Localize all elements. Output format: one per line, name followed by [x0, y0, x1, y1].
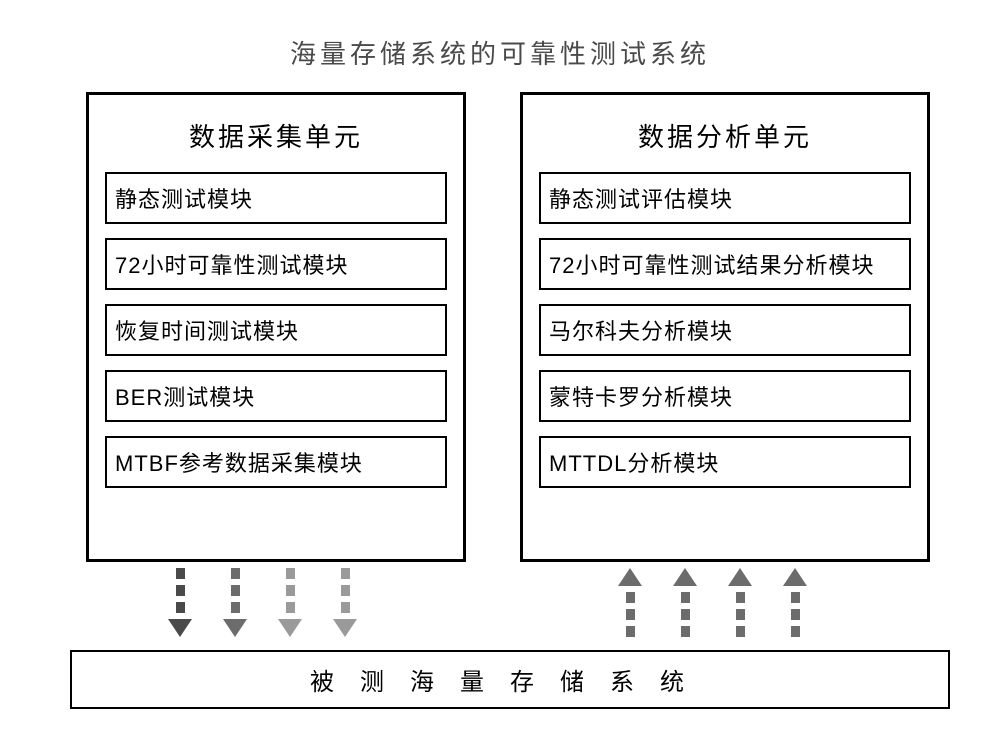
- diagram-canvas: 海量存储系统的可靠性测试系统 数据采集单元 静态测试模块 72小时可靠性测试模块恢…: [0, 0, 1000, 738]
- right-module-list: 静态测试评估模块 72小时可靠性测试结果分析模块马尔科夫分析模块蒙特卡罗分析模块 M…: [539, 172, 911, 488]
- flow-arrow-up-icon: [621, 568, 639, 643]
- data-analysis-unit-title: 数据分析单元: [539, 117, 911, 154]
- system-under-test: 被测海量存储系统: [70, 650, 950, 709]
- data-collection-unit: 数据采集单元 静态测试模块 72小时可靠性测试模块恢复时间测试模块 BER测试模块 M…: [86, 92, 466, 562]
- left-module-list: 静态测试模块 72小时可靠性测试模块恢复时间测试模块 BER测试模块 MTBF参考数据…: [105, 172, 447, 488]
- flow-arrow-down-icon: [171, 568, 189, 637]
- diagram-title: 海量存储系统的可靠性测试系统: [0, 34, 1000, 71]
- flow-arrow-down-icon: [226, 568, 244, 637]
- module-box: MTTDL分析模块: [539, 436, 911, 488]
- module-box: MTBF参考数据采集模块: [105, 436, 447, 488]
- flow-arrow-down-icon: [281, 568, 299, 637]
- flow-arrow-down-icon: [336, 568, 354, 637]
- data-analysis-unit: 数据分析单元 静态测试评估模块 72小时可靠性测试结果分析模块马尔科夫分析模块蒙特…: [520, 92, 930, 562]
- data-collection-unit-title: 数据采集单元: [105, 117, 447, 154]
- module-box: 72小时可靠性测试结果分析模块: [539, 238, 911, 290]
- module-box: 静态测试评估模块: [539, 172, 911, 224]
- module-box: 72小时可靠性测试模块: [105, 238, 447, 290]
- module-box: BER测试模块: [105, 370, 447, 422]
- flow-arrow-up-icon: [786, 568, 804, 643]
- module-box: 马尔科夫分析模块: [539, 304, 911, 356]
- flow-arrow-up-icon: [676, 568, 694, 643]
- flow-arrow-up-icon: [731, 568, 749, 643]
- module-box: 静态测试模块: [105, 172, 447, 224]
- module-box: 蒙特卡罗分析模块: [539, 370, 911, 422]
- module-box: 恢复时间测试模块: [105, 304, 447, 356]
